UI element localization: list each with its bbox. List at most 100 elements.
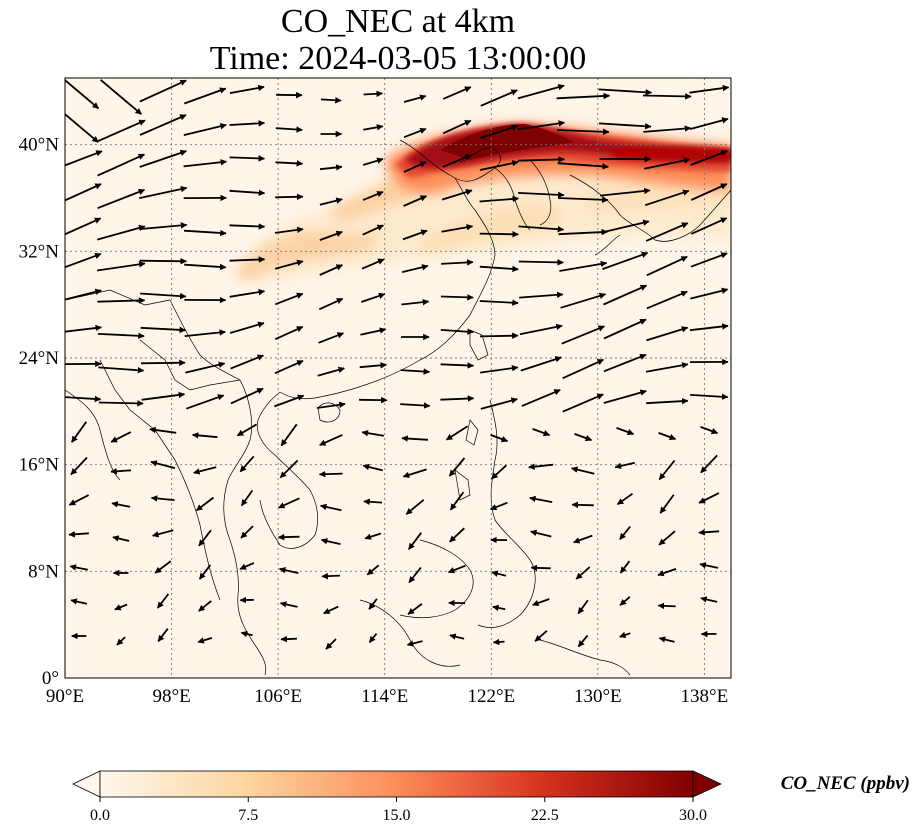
wind-arrow [275,160,304,167]
wind-arrow [183,123,227,136]
wind-arrow [517,156,565,163]
wind-arrow [198,600,212,612]
wind-arrow [70,421,88,443]
wind-arrow [480,124,519,140]
wind-arrow [150,460,176,469]
wind-arrow [646,326,689,342]
wind-arrow [644,157,691,170]
wind-arrow [197,637,213,644]
wind-arrow [532,428,551,437]
wind-arrow [491,570,507,577]
y-tick-label: 40°N [19,135,60,156]
wind-arrow [519,291,564,299]
wind-arrow [560,292,607,309]
wind-arrow [139,149,187,168]
wind-arrow [97,188,146,210]
wind-arrow [280,635,297,643]
coastlines [65,139,731,676]
y-axis-ticks: 0° 8°N 16°N 24°N 32°N 40°N [19,135,60,689]
wind-arrow [646,397,689,405]
wind-arrow [362,157,384,166]
wind-arrow [96,224,146,241]
wind-arrow [520,356,562,372]
wind-arrow [274,325,304,341]
wind-arrow [658,459,676,481]
wind-arrow [229,84,265,94]
wind-arrow [690,150,728,166]
wind-arrow [183,229,227,237]
wind-arrow [690,393,729,400]
x-axis-ticks: 90°E 98°E 106°E 114°E 122°E 130°E 138°E [46,686,728,707]
wind-arrow [274,259,304,270]
wind-arrow [401,435,429,442]
wind-arrow [368,633,378,643]
wind-arrow [658,530,676,546]
wind-arrow [236,423,258,437]
colorbar-label: CO_NEC (ppbv) [781,773,910,794]
wind-arrow [323,605,339,615]
wind-arrow [65,113,99,143]
wind-arrow [184,329,226,337]
wind-arrow [319,434,343,446]
wind-arrow [363,90,383,98]
wind-arrow [602,251,649,270]
concentration-field [235,124,731,282]
wind-arrow [193,466,217,475]
wind-arrow [441,259,474,266]
y-tick-label: 0° [42,668,59,689]
map-subtitle-time: Time: 2024-03-05 13:00:00 [209,40,587,77]
wind-arrow [65,183,102,202]
wind-arrow [139,185,188,199]
wind-arrow [479,332,519,339]
colorbar: 0.0 7.5 15.0 22.5 30.0 CO_NEC (ppbv) [72,770,910,824]
wind-arrow [440,395,475,402]
wind-arrow [479,265,519,273]
wind-arrow [603,318,647,340]
wind-arrow [116,636,126,646]
wind-arrow [619,631,631,638]
wind-arrow [492,604,506,612]
wind-arrow [65,150,103,167]
wind-arrow [184,263,227,271]
wind-arrow [658,636,675,643]
wind-arrow [112,535,130,542]
colorbar-tick-label: 15.0 [383,807,411,824]
wind-arrow [403,127,427,139]
wind-arrow [557,162,609,170]
wind-arrow [320,537,341,545]
wind-arrow [700,596,718,603]
wind-arrow [280,423,298,447]
wind-arrow [557,128,610,136]
wind-arrow [440,294,474,301]
wind-arrow [195,496,215,512]
wind-arrow [97,332,145,340]
wind-arrow [642,93,692,100]
wind-arrow [479,299,519,306]
wind-arrow [230,354,265,370]
wind-arrow [65,324,102,333]
wind-arrow [619,596,631,606]
wind-arrow [70,598,88,605]
wind-arrow [318,470,343,478]
wind-arrow [403,161,427,173]
wind-arrow [492,638,505,646]
wind-arrow [368,598,378,610]
wind-arrow [69,564,88,571]
graticule [65,78,731,678]
wind-vectors [65,79,730,650]
x-tick-label: 138°E [681,686,729,707]
wind-arrow [700,426,719,435]
wind-arrow [150,495,175,502]
wind-arrow [530,529,552,538]
wind-arrow [558,196,609,204]
y-tick-label: 24°N [19,348,60,369]
wind-arrow [532,598,550,607]
wind-arrow [274,226,304,234]
wind-arrow [403,195,427,207]
wind-arrow [362,463,383,472]
wind-arrow [229,256,266,263]
wind-arrow [229,321,265,334]
x-tick-label: 114°E [361,686,408,707]
wind-arrow [183,87,227,105]
wind-arrow [278,567,299,574]
